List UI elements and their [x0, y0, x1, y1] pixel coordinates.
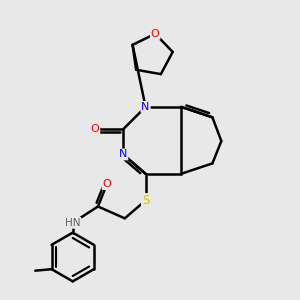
- Text: O: O: [91, 124, 99, 134]
- Text: N: N: [119, 149, 128, 160]
- Text: HN: HN: [65, 218, 80, 228]
- Text: S: S: [142, 194, 149, 207]
- Text: O: O: [151, 29, 160, 39]
- Text: N: N: [141, 102, 150, 112]
- Text: O: O: [103, 179, 111, 189]
